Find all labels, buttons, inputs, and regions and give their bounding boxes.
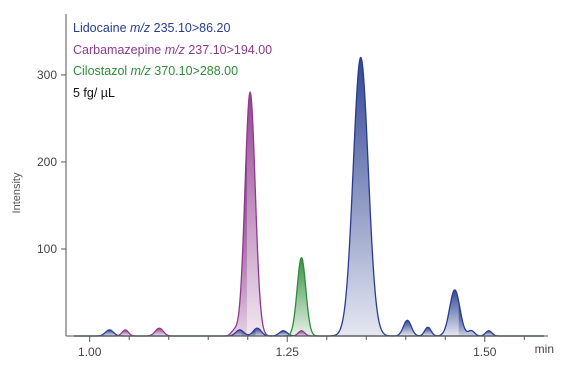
peak-carbamazepine-1 [143, 328, 176, 336]
peak-lidocaine-3 [267, 330, 300, 336]
x-tick-label-1.25: 1.25 [276, 345, 300, 359]
peak-lidocaine-0 [93, 329, 126, 336]
legend-entry-carbamazepine: Carbamazepine m/z 237.10>194.00 [73, 40, 272, 62]
legend-name-lidocaine: Lidocaine [73, 21, 127, 35]
x-tick-label-1.00: 1.00 [78, 345, 102, 359]
peak-lidocaine-4 [330, 57, 391, 336]
legend-name-carbamazepine: Carbamazepine [73, 42, 162, 57]
trace-carbamazepine [73, 90, 545, 337]
legend-mz-lidocaine: m/z [130, 21, 151, 35]
legend: Lidocaine m/z 235.10>86.20 Carbamazepine… [73, 18, 272, 104]
y-axis-title: Intensity [11, 172, 23, 213]
peak-fills [93, 57, 502, 336]
peak-lidocaine-8 [458, 301, 484, 336]
legend-entry-cilostazol: Cilostazol m/z 370.10>288.00 [73, 61, 272, 83]
peak-carbamazepine-0 [112, 329, 138, 336]
legend-transition-cilostazol: 370.10>288.00 [154, 64, 239, 78]
x-tick-label-1.50: 1.50 [473, 345, 497, 359]
y-tick-label-200: 200 [37, 155, 57, 169]
legend-mz-cilostazol: m/z [130, 64, 151, 78]
peak-lidocaine-9 [476, 330, 502, 336]
peak-lidocaine-6 [415, 327, 441, 336]
x-axis-unit: min [535, 342, 554, 356]
peak-cilostazol-0 [284, 257, 319, 336]
legend-entry-lidocaine: Lidocaine m/z 235.10>86.20 [73, 18, 272, 40]
peak-lidocaine-7 [434, 289, 476, 336]
legend-mz-carbamazepine: m/z [164, 42, 185, 57]
peak-lidocaine-5 [391, 320, 424, 336]
y-tick-label-300: 300 [37, 68, 57, 82]
legend-transition-carbamazepine: 237.10>194.00 [188, 42, 273, 57]
peak-carbamazepine-3 [229, 92, 271, 336]
concentration-annotation: 5 fg/ µL [73, 85, 115, 100]
legend-name-cilostazol: Cilostazol [73, 64, 128, 78]
axes: 100 200 300 1.00 1.25 1.50 min Intensity [11, 14, 554, 359]
legend-transition-lidocaine: 235.10>86.20 [153, 21, 231, 35]
y-tick-label-100: 100 [37, 242, 57, 256]
